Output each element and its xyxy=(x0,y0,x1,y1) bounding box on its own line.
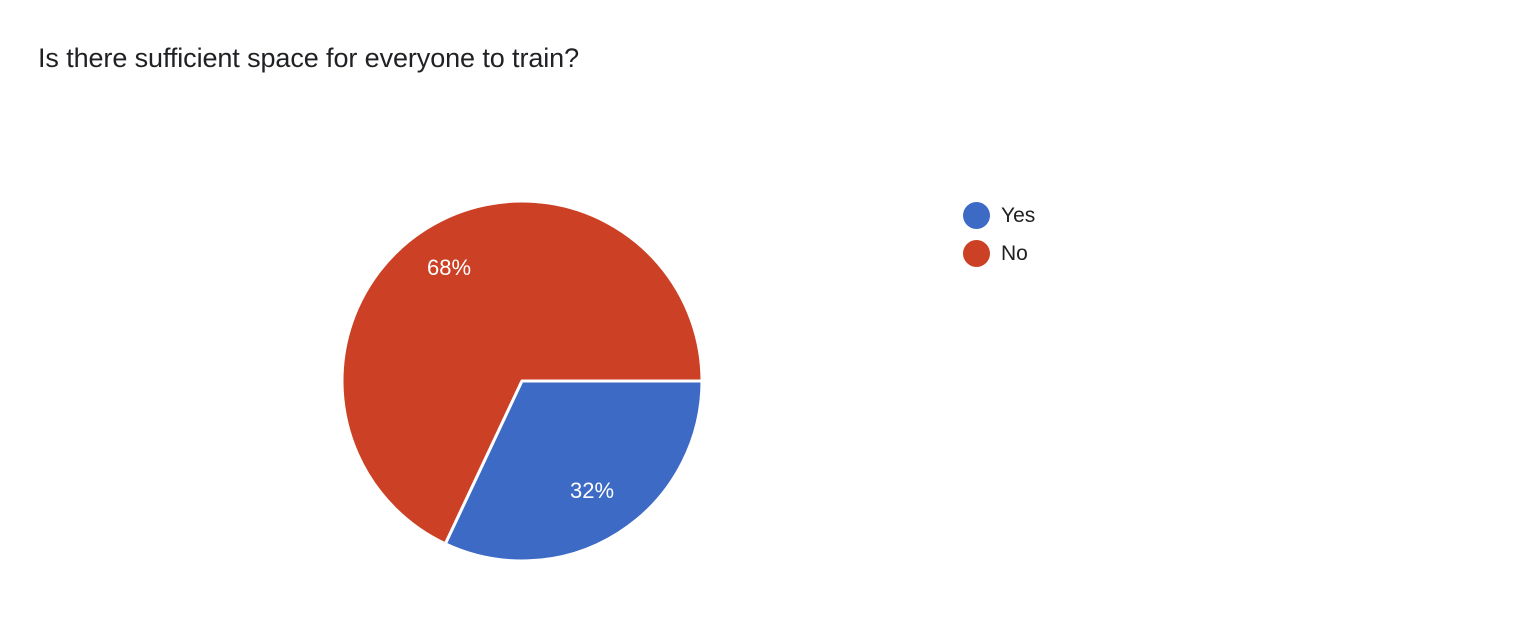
pie-chart-plot-area: 68% 32% xyxy=(340,199,704,563)
page-title: Is there sufficient space for everyone t… xyxy=(38,43,580,73)
legend-label-yes: Yes xyxy=(1001,203,1036,227)
pie-slice-no[interactable] xyxy=(340,199,704,546)
legend-swatch-no-icon xyxy=(963,239,990,267)
legend-item-no[interactable]: No xyxy=(963,234,1223,272)
legend-swatch-yes-icon xyxy=(963,201,990,229)
pie-slice-label-no: 68% xyxy=(427,255,471,280)
legend-item-yes[interactable]: Yes xyxy=(963,196,1223,234)
pie-slice-yes[interactable] xyxy=(443,379,704,563)
pie-chart-svg: 68% 32% xyxy=(340,199,704,563)
chart-legend: Yes No xyxy=(963,196,1223,272)
legend-label-no: No xyxy=(1001,241,1028,265)
pie-slice-label-yes: 32% xyxy=(570,478,614,503)
